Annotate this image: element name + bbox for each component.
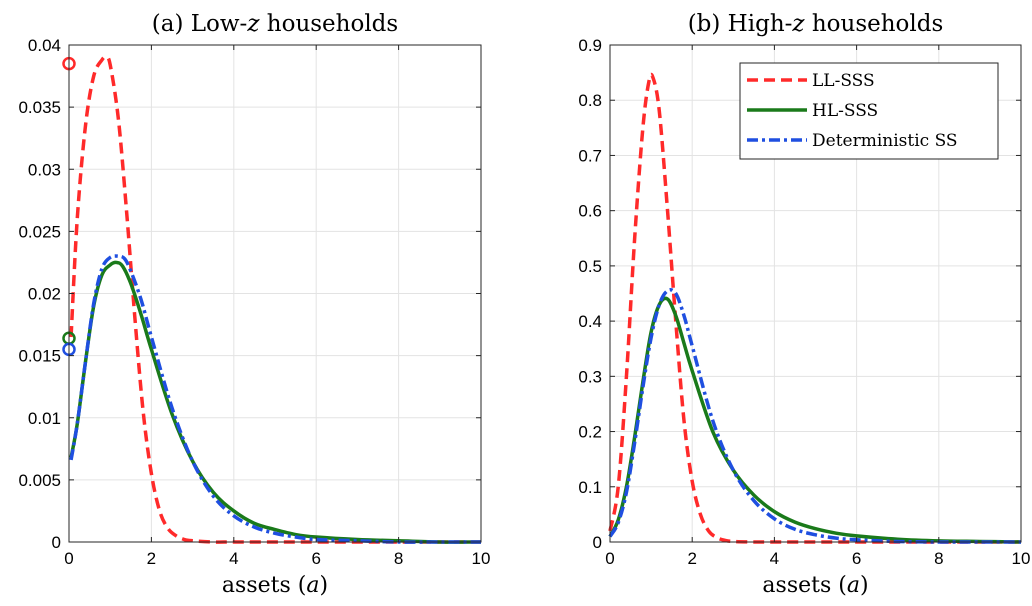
y-tick-label: 0 — [593, 533, 602, 552]
x-tick-label: 8 — [394, 549, 403, 568]
x-tick-label: 0 — [64, 549, 73, 568]
y-tick-label: 0.1 — [578, 478, 602, 497]
y-tick-label: 0.04 — [28, 36, 61, 55]
y-tick-label: 0.02 — [28, 285, 61, 304]
y-tick-label: 0 — [52, 533, 61, 552]
x-tick-label: 2 — [147, 549, 156, 568]
y-tick-label: 0.4 — [578, 312, 602, 331]
panel-high-z: 0 2 4 6 8 10 0 0.1 0.2 0.3 0.4 0.5 0.6 0.7 0.8 0.9 (b) H… — [578, 11, 1030, 598]
y-tick-label: 0.2 — [578, 423, 602, 442]
legend-label: Deterministic SS — [812, 131, 958, 151]
y-tick-label: 0.035 — [18, 98, 61, 117]
y-tick-label: 0.6 — [578, 202, 602, 221]
x-tick-label: 0 — [605, 549, 614, 568]
x-tick-label: 2 — [687, 549, 696, 568]
x-tick-label: 4 — [229, 549, 238, 568]
series-line-ll-sss — [69, 55, 481, 544]
series-line-deterministic-ss — [69, 254, 481, 544]
x-tick-label: 6 — [311, 549, 320, 568]
y-tick-label: 0.7 — [578, 146, 602, 165]
series-line-hl-sss — [608, 296, 1022, 544]
legend-label: HL-SSS — [812, 101, 878, 121]
panel-title: (a) Low-z households — [152, 11, 398, 37]
panel-low-z: 0 2 4 6 8 10 0 0.005 0.01 0.015 0.02 0.025 0.03 0.035… — [18, 11, 490, 598]
y-tick-label: 0.3 — [578, 367, 602, 386]
x-tick-label: 6 — [852, 549, 861, 568]
y-tick-label: 0.015 — [18, 347, 61, 366]
x-tick-label: 10 — [472, 549, 491, 568]
legend-label: LL-SSS — [812, 71, 875, 91]
x-axis-label: assets (a) — [762, 573, 868, 598]
series-line-deterministic-ss — [608, 287, 1021, 544]
y-tick-label: 0.5 — [578, 257, 602, 276]
x-axis-label: assets (a) — [222, 573, 328, 598]
x-tick-label: 4 — [770, 549, 779, 568]
y-tick-label: 0.9 — [578, 36, 602, 55]
y-tick-label: 0.005 — [18, 471, 61, 490]
x-tick-label: 8 — [934, 549, 943, 568]
y-tick-label: 0.8 — [578, 91, 602, 110]
legend: LL-SSS HL-SSS Deterministic SS — [739, 62, 999, 160]
axes-box — [609, 44, 1022, 543]
y-tick-label: 0.025 — [18, 222, 61, 241]
y-tick-label: 0.03 — [28, 160, 61, 179]
x-tick-label: 10 — [1012, 549, 1031, 568]
panel-title: (b) High-z households — [688, 11, 944, 37]
y-tick-label: 0.01 — [28, 409, 61, 428]
